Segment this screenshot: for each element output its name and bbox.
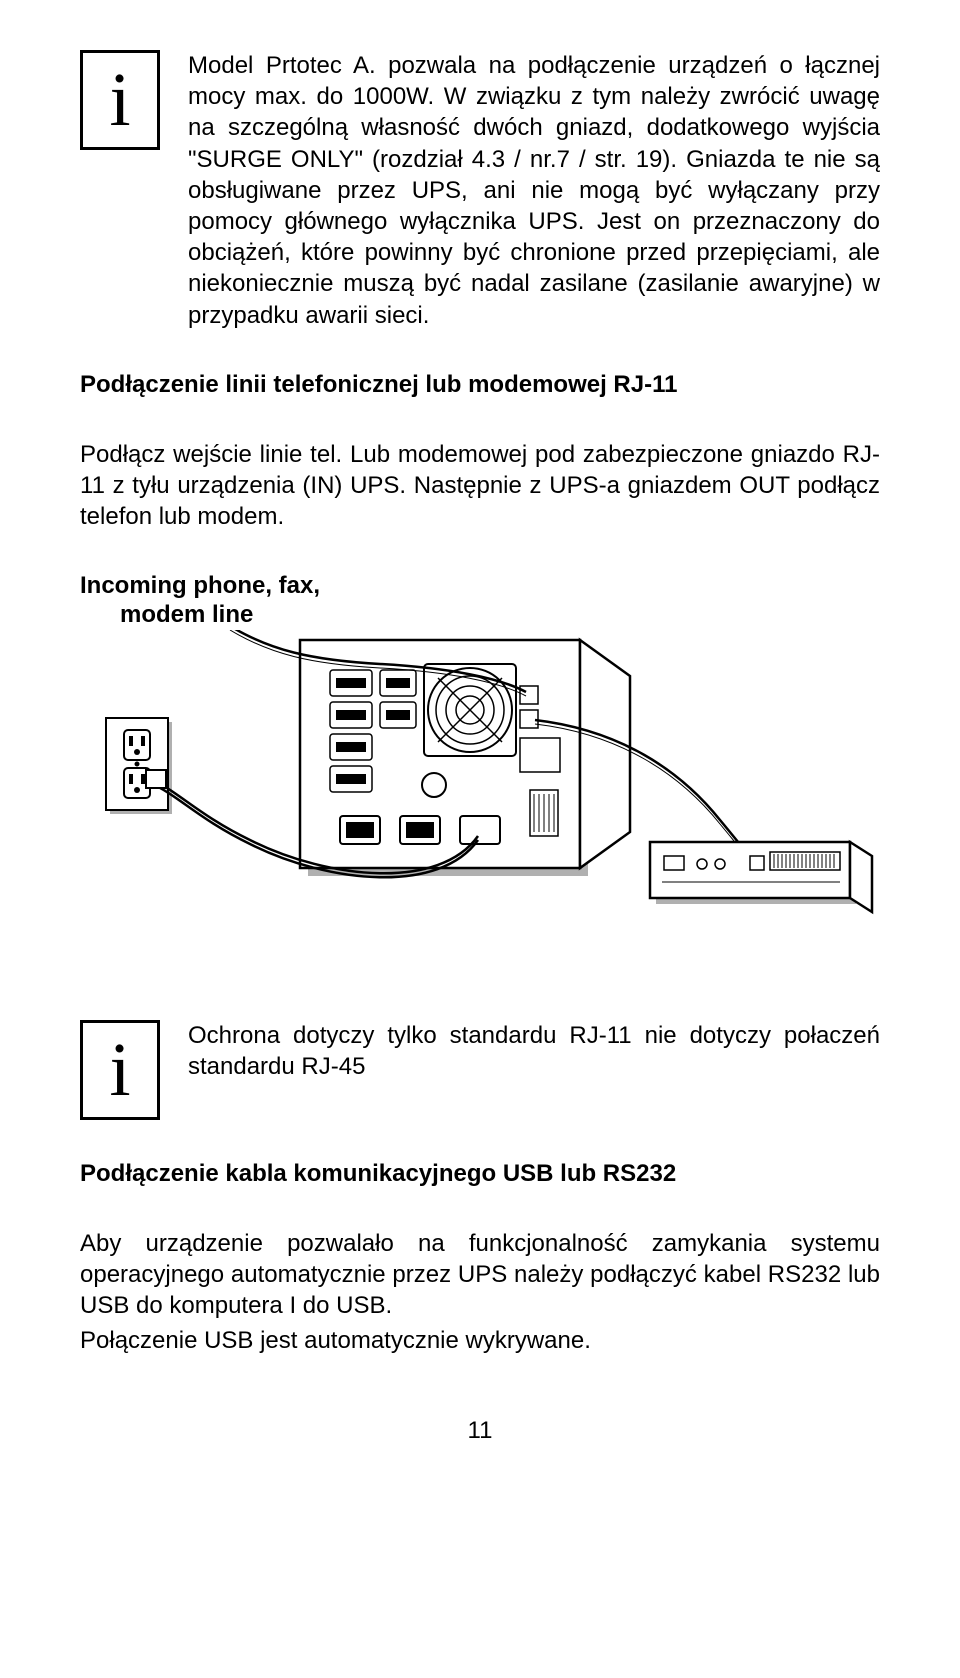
info-box-1: i Model Prtotec A. pozwala na podłączeni… bbox=[80, 50, 880, 331]
paragraph-rj11: Podłącz wejście linie tel. Lub modemowej… bbox=[80, 439, 880, 533]
connection-diagram bbox=[80, 630, 880, 970]
info-text-2: Ochrona dotyczy tylko standardu RJ-11 ni… bbox=[188, 1020, 880, 1082]
heading-rj11: Podłączenie linii telefonicznej lub mode… bbox=[80, 371, 880, 399]
info-icon: i bbox=[80, 1020, 160, 1120]
diagram-label: Incoming phone, fax, modem line bbox=[80, 572, 880, 630]
heading-usb: Podłączenie kabla komunikacyjnego USB lu… bbox=[80, 1160, 880, 1188]
paragraph-usb-1: Aby urządzenie pozwalało na funkcjonalno… bbox=[80, 1228, 880, 1322]
page-number: 11 bbox=[80, 1417, 880, 1445]
diagram-svg bbox=[80, 630, 880, 970]
info-box-2: i Ochrona dotyczy tylko standardu RJ-11 … bbox=[80, 1020, 880, 1120]
info-icon: i bbox=[80, 50, 160, 150]
diagram-label-line1: Incoming phone, fax, bbox=[80, 572, 880, 601]
info-text-1: Model Prtotec A. pozwala na podłączenie … bbox=[188, 50, 880, 331]
diagram-label-line2: modem line bbox=[80, 601, 880, 630]
paragraph-usb-2: Połączenie USB jest automatycznie wykryw… bbox=[80, 1325, 880, 1356]
